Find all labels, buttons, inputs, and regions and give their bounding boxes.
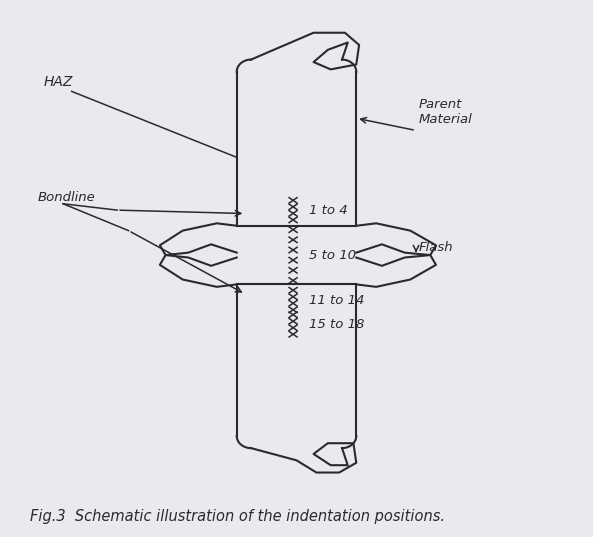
Text: Flash: Flash: [419, 241, 454, 254]
Text: Bondline: Bondline: [37, 191, 95, 204]
Text: 11 to 14: 11 to 14: [309, 294, 365, 307]
Text: Fig.3  Schematic illustration of the indentation positions.: Fig.3 Schematic illustration of the inde…: [30, 509, 445, 524]
Text: 15 to 18: 15 to 18: [309, 318, 365, 331]
Text: 5 to 10: 5 to 10: [309, 249, 356, 262]
Text: Parent
Material: Parent Material: [419, 98, 473, 126]
Text: 1 to 4: 1 to 4: [309, 204, 347, 216]
Text: HAZ: HAZ: [43, 76, 72, 90]
